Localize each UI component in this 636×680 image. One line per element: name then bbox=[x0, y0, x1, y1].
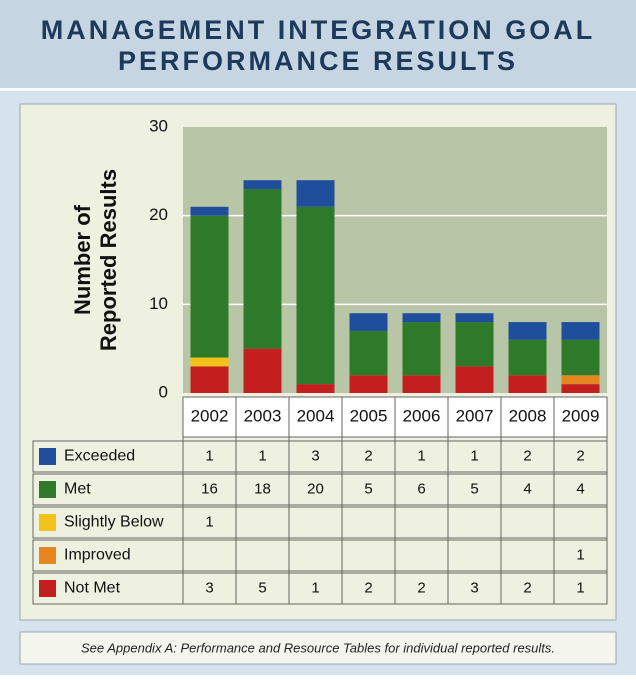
x-tick-label: 2003 bbox=[244, 406, 282, 425]
table-row bbox=[32, 473, 608, 506]
bar-segment bbox=[349, 375, 388, 393]
bar-segment bbox=[243, 348, 282, 393]
legend-label: Improved bbox=[64, 547, 131, 564]
x-tick-label: 2005 bbox=[350, 406, 388, 425]
table-value: 1 bbox=[205, 513, 213, 530]
bar-segment bbox=[508, 322, 547, 340]
bar-segment bbox=[349, 330, 388, 376]
bar-segment bbox=[561, 375, 600, 385]
bar-segment bbox=[190, 366, 229, 393]
legend-swatch bbox=[39, 514, 56, 531]
bar-segment bbox=[190, 215, 229, 358]
table-value: 1 bbox=[311, 579, 319, 596]
table-row bbox=[32, 440, 608, 473]
bar-segment bbox=[349, 313, 388, 331]
table-value: 1 bbox=[576, 546, 584, 563]
y-tick-label: 20 bbox=[149, 205, 168, 224]
table-value: 1 bbox=[576, 579, 584, 596]
x-tick-label: 2009 bbox=[562, 406, 600, 425]
table-value: 2 bbox=[523, 579, 531, 596]
table-value: 2 bbox=[576, 447, 584, 464]
bar-segment bbox=[296, 180, 335, 207]
table-value: 1 bbox=[258, 447, 266, 464]
table-value: 2 bbox=[417, 579, 425, 596]
table-value: 5 bbox=[470, 480, 478, 497]
table-value: 2 bbox=[523, 447, 531, 464]
table-value: 18 bbox=[254, 480, 271, 497]
bar-segment bbox=[243, 189, 282, 349]
legend-swatch bbox=[39, 448, 56, 465]
bar-segment bbox=[508, 375, 547, 393]
table-value: 1 bbox=[205, 447, 213, 464]
bar-segment bbox=[190, 357, 229, 367]
bar-segment bbox=[402, 313, 441, 323]
y-axis-label: Reported Results bbox=[96, 169, 121, 351]
table-row bbox=[32, 506, 608, 539]
bar-segment bbox=[455, 366, 494, 393]
table-value: 5 bbox=[364, 480, 372, 497]
x-tick-label: 2006 bbox=[403, 406, 441, 425]
y-tick-label: 30 bbox=[149, 116, 168, 135]
bar-segment bbox=[455, 313, 494, 323]
bar-segment bbox=[296, 206, 335, 385]
legend-label: Exceeded bbox=[64, 448, 135, 465]
legend-label: Slightly Below bbox=[64, 514, 164, 531]
footnote: See Appendix A: Performance and Resource… bbox=[81, 640, 555, 655]
table-value: 5 bbox=[258, 579, 266, 596]
bar-segment bbox=[561, 339, 600, 376]
y-tick-label: 10 bbox=[149, 294, 168, 313]
table-value: 1 bbox=[417, 447, 425, 464]
bar-segment bbox=[190, 206, 229, 216]
table-value: 1 bbox=[470, 447, 478, 464]
title-line: MANAGEMENT INTEGRATION GOAL bbox=[41, 15, 595, 45]
bar-segment bbox=[243, 180, 282, 190]
header-band bbox=[0, 0, 636, 88]
legend-swatch bbox=[39, 481, 56, 498]
table-value: 3 bbox=[205, 579, 213, 596]
table-value: 16 bbox=[201, 480, 218, 497]
x-tick-label: 2004 bbox=[297, 406, 335, 425]
y-axis-label: Number of bbox=[70, 204, 95, 315]
table-value: 3 bbox=[311, 447, 319, 464]
table-value: 6 bbox=[417, 480, 425, 497]
bar-segment bbox=[561, 384, 600, 393]
table-value: 4 bbox=[523, 480, 531, 497]
table-row bbox=[32, 572, 608, 605]
table-value: 2 bbox=[364, 579, 372, 596]
bar-segment bbox=[561, 322, 600, 340]
legend-label: Met bbox=[64, 481, 91, 498]
bar-segment bbox=[402, 375, 441, 393]
footnote-box bbox=[19, 631, 617, 665]
legend-label: Not Met bbox=[64, 580, 121, 597]
table-value: 20 bbox=[307, 480, 324, 497]
bar-segment bbox=[296, 384, 335, 393]
table-value: 2 bbox=[364, 447, 372, 464]
bar-segment bbox=[508, 339, 547, 376]
bar-segment bbox=[455, 322, 494, 367]
bar-segment bbox=[402, 322, 441, 376]
legend-swatch bbox=[39, 580, 56, 597]
table-row bbox=[32, 539, 608, 572]
y-tick-label: 0 bbox=[159, 382, 168, 401]
x-tick-label: 2008 bbox=[509, 406, 547, 425]
x-tick-label: 2002 bbox=[191, 406, 229, 425]
table-value: 3 bbox=[470, 579, 478, 596]
header-rule bbox=[0, 88, 636, 91]
x-tick-label: 2007 bbox=[456, 406, 494, 425]
table-value: 4 bbox=[576, 480, 584, 497]
legend-swatch bbox=[39, 547, 56, 564]
title-line: PERFORMANCE RESULTS bbox=[118, 46, 518, 76]
